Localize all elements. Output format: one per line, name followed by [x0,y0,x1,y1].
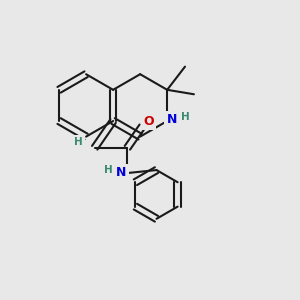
Text: N: N [116,166,127,179]
Text: H: H [181,112,189,122]
Text: O: O [143,115,154,128]
Text: N: N [167,113,177,126]
Text: H: H [104,165,112,175]
Text: H: H [74,137,82,147]
